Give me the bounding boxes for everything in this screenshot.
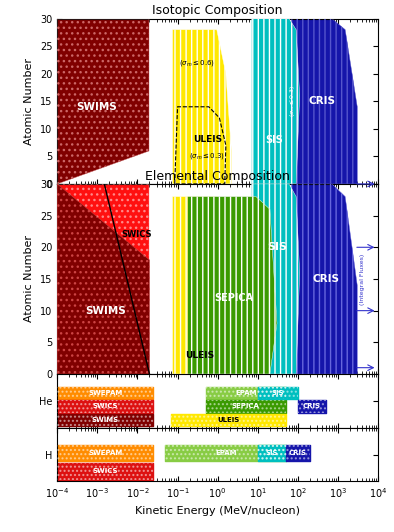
Text: SWEPAM: SWEPAM <box>88 390 123 396</box>
Text: ULEIS: ULEIS <box>185 351 214 360</box>
Text: SWICS: SWICS <box>93 468 118 475</box>
Polygon shape <box>188 197 277 374</box>
Text: CRIS: CRIS <box>309 96 336 106</box>
Text: ULEIS: ULEIS <box>217 417 240 423</box>
X-axis label: Kinetic Energy (MeV/nucleon): Kinetic Energy (MeV/nucleon) <box>135 506 300 516</box>
Text: ($\sigma_m$$\leq$0.6): ($\sigma_m$$\leq$0.6) <box>178 57 215 68</box>
Polygon shape <box>173 197 231 374</box>
Text: SWEPAM: SWEPAM <box>88 450 123 456</box>
Title: Elemental Composition: Elemental Composition <box>145 170 290 183</box>
Text: SWICS: SWICS <box>93 403 118 410</box>
Text: SIS: SIS <box>271 390 284 396</box>
Text: ($\sigma_m$$\leq$0.3): ($\sigma_m$$\leq$0.3) <box>189 152 225 161</box>
Text: ULEIS: ULEIS <box>193 135 222 144</box>
Text: SIS: SIS <box>267 242 287 252</box>
Text: SWIMS: SWIMS <box>76 102 117 112</box>
Polygon shape <box>57 19 149 184</box>
Text: CRIS: CRIS <box>312 274 340 284</box>
Text: CRIS: CRIS <box>303 403 321 410</box>
Text: SIS: SIS <box>265 135 282 145</box>
Polygon shape <box>57 184 149 374</box>
Polygon shape <box>292 19 357 184</box>
Text: SEPICA: SEPICA <box>214 293 253 303</box>
Polygon shape <box>292 184 357 374</box>
Polygon shape <box>252 184 299 374</box>
Text: SWIMS: SWIMS <box>85 306 126 315</box>
Y-axis label: Atomic Number: Atomic Number <box>24 58 34 145</box>
Text: EPAM: EPAM <box>215 450 236 456</box>
Title: Isotopic Composition: Isotopic Composition <box>152 4 283 18</box>
Text: (Integral Fluxes): (Integral Fluxes) <box>360 253 365 305</box>
Polygon shape <box>252 19 299 184</box>
Polygon shape <box>173 30 231 184</box>
Text: SIS: SIS <box>266 450 278 456</box>
Text: ($\sigma_m$$\leq$0.3): ($\sigma_m$$\leq$0.3) <box>288 85 297 118</box>
Text: CRIS: CRIS <box>289 450 307 456</box>
Text: SEPICA: SEPICA <box>232 403 260 410</box>
Text: SWIMS: SWIMS <box>92 417 119 423</box>
Polygon shape <box>57 184 149 374</box>
Text: SWICS: SWICS <box>121 230 152 239</box>
Text: EPAM: EPAM <box>235 390 256 396</box>
Y-axis label: Atomic Number: Atomic Number <box>24 236 34 322</box>
